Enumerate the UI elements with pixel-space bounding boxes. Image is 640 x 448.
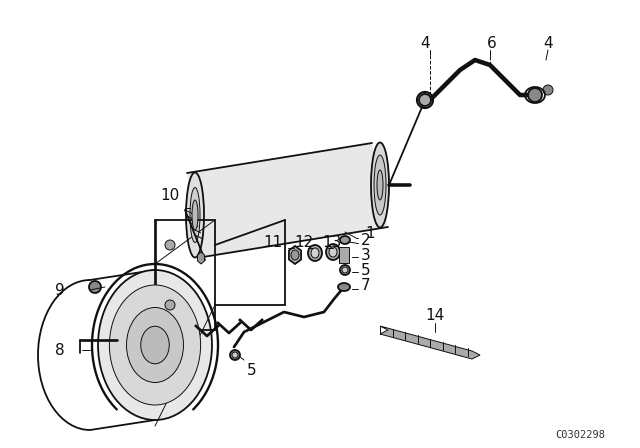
Ellipse shape <box>308 245 322 261</box>
Circle shape <box>543 85 553 95</box>
Polygon shape <box>187 143 388 257</box>
Text: 7: 7 <box>361 277 371 293</box>
Text: 5: 5 <box>247 362 257 378</box>
Circle shape <box>165 300 175 310</box>
Circle shape <box>528 88 542 102</box>
Text: 14: 14 <box>426 307 445 323</box>
Ellipse shape <box>340 236 350 244</box>
Polygon shape <box>380 326 480 359</box>
Ellipse shape <box>141 326 169 364</box>
Ellipse shape <box>374 155 386 215</box>
Text: 10: 10 <box>160 188 179 202</box>
Ellipse shape <box>340 265 350 275</box>
Text: 3: 3 <box>361 247 371 263</box>
Text: 4: 4 <box>543 35 553 51</box>
Polygon shape <box>289 246 301 264</box>
Ellipse shape <box>192 200 198 230</box>
Ellipse shape <box>230 350 240 360</box>
Ellipse shape <box>329 247 337 257</box>
Text: 8: 8 <box>55 343 65 358</box>
Text: 4: 4 <box>420 35 430 51</box>
Polygon shape <box>198 252 204 264</box>
Ellipse shape <box>371 142 389 228</box>
Text: 12: 12 <box>294 234 313 250</box>
Text: 9: 9 <box>55 283 65 297</box>
Text: 1: 1 <box>365 225 374 241</box>
Ellipse shape <box>98 270 212 420</box>
Ellipse shape <box>377 170 383 200</box>
Polygon shape <box>339 247 349 263</box>
Text: 6: 6 <box>487 35 497 51</box>
Ellipse shape <box>109 285 200 405</box>
Ellipse shape <box>338 283 350 291</box>
Ellipse shape <box>342 267 348 273</box>
Text: 11: 11 <box>263 234 282 250</box>
Text: 13: 13 <box>322 234 341 250</box>
Circle shape <box>419 94 431 106</box>
Ellipse shape <box>190 188 200 242</box>
Text: 2: 2 <box>361 233 371 247</box>
Circle shape <box>89 281 101 293</box>
Text: C0302298: C0302298 <box>555 430 605 440</box>
Ellipse shape <box>311 248 319 258</box>
Text: 5: 5 <box>361 263 371 277</box>
Ellipse shape <box>232 352 238 358</box>
Circle shape <box>165 240 175 250</box>
Ellipse shape <box>127 307 184 383</box>
Ellipse shape <box>186 172 204 258</box>
Ellipse shape <box>326 244 340 260</box>
Ellipse shape <box>291 250 299 260</box>
